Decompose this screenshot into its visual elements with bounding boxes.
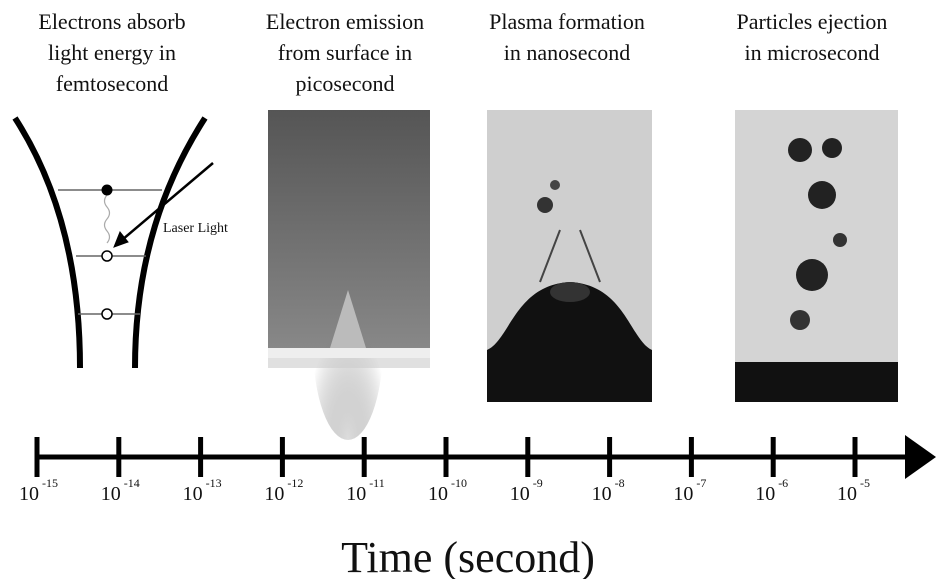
microsecond-image	[735, 110, 898, 402]
tick-base: 10	[346, 483, 366, 505]
tick-exponent: -14	[124, 476, 140, 490]
picosecond-image	[268, 110, 430, 440]
tick-base: 10	[428, 483, 448, 505]
tick-base: 10	[510, 483, 530, 505]
stage-caption: Particles ejection	[737, 9, 888, 34]
stage-caption: Electrons absorb	[38, 9, 185, 34]
tick-base: 10	[673, 483, 693, 505]
stage-caption: in nanosecond	[504, 40, 630, 65]
tick-base: 10	[19, 483, 39, 505]
tick-exponent: -8	[615, 476, 625, 490]
tick-base: 10	[592, 483, 612, 505]
tick-exponent: -11	[369, 476, 385, 490]
tick-base: 10	[837, 483, 857, 505]
tick-base: 10	[101, 483, 121, 505]
stage-caption: light energy in	[48, 40, 176, 65]
tick-exponent: -12	[287, 476, 303, 490]
nanosecond-image	[487, 110, 652, 402]
stage-caption: femtosecond	[56, 71, 168, 96]
stage-caption: from surface in	[278, 40, 412, 65]
tick-exponent: -15	[42, 476, 58, 490]
tick-base: 10	[755, 483, 775, 505]
stage-caption: Plasma formation	[489, 9, 645, 34]
stage-caption: Electron emission	[266, 9, 424, 34]
axis-title: Time (second)	[341, 533, 595, 579]
timeline-axis	[37, 435, 936, 479]
electron-schematic	[12, 116, 214, 369]
tick-exponent: -6	[778, 476, 788, 490]
tick-exponent: -13	[206, 476, 222, 490]
laser-label: Laser Light	[163, 221, 228, 236]
tick-exponent: -10	[451, 476, 467, 490]
tick-base: 10	[264, 483, 284, 505]
tick-exponent: -7	[696, 476, 706, 490]
stage-caption: picosecond	[296, 71, 395, 96]
stage-caption: in microsecond	[744, 40, 879, 65]
tick-exponent: -9	[533, 476, 543, 490]
tick-base: 10	[183, 483, 203, 505]
tick-exponent: -5	[860, 476, 870, 490]
